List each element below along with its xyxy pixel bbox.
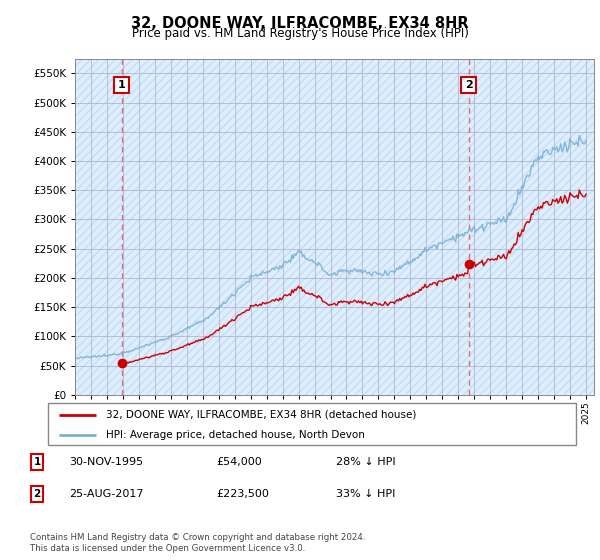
Text: HPI: Average price, detached house, North Devon: HPI: Average price, detached house, Nort… <box>106 430 365 440</box>
Text: Contains HM Land Registry data © Crown copyright and database right 2024.
This d: Contains HM Land Registry data © Crown c… <box>30 533 365 553</box>
Text: £54,000: £54,000 <box>216 457 262 467</box>
Text: 28% ↓ HPI: 28% ↓ HPI <box>336 457 395 467</box>
Text: 33% ↓ HPI: 33% ↓ HPI <box>336 489 395 499</box>
Text: 2: 2 <box>34 489 41 499</box>
Text: 2: 2 <box>465 80 472 90</box>
Text: 32, DOONE WAY, ILFRACOMBE, EX34 8HR (detached house): 32, DOONE WAY, ILFRACOMBE, EX34 8HR (det… <box>106 410 416 420</box>
Text: 30-NOV-1995: 30-NOV-1995 <box>69 457 143 467</box>
Text: 32, DOONE WAY, ILFRACOMBE, EX34 8HR: 32, DOONE WAY, ILFRACOMBE, EX34 8HR <box>131 16 469 31</box>
Text: 25-AUG-2017: 25-AUG-2017 <box>69 489 143 499</box>
Text: Price paid vs. HM Land Registry's House Price Index (HPI): Price paid vs. HM Land Registry's House … <box>131 27 469 40</box>
Text: 1: 1 <box>34 457 41 467</box>
Text: £223,500: £223,500 <box>216 489 269 499</box>
Text: 1: 1 <box>118 80 125 90</box>
FancyBboxPatch shape <box>48 403 576 445</box>
